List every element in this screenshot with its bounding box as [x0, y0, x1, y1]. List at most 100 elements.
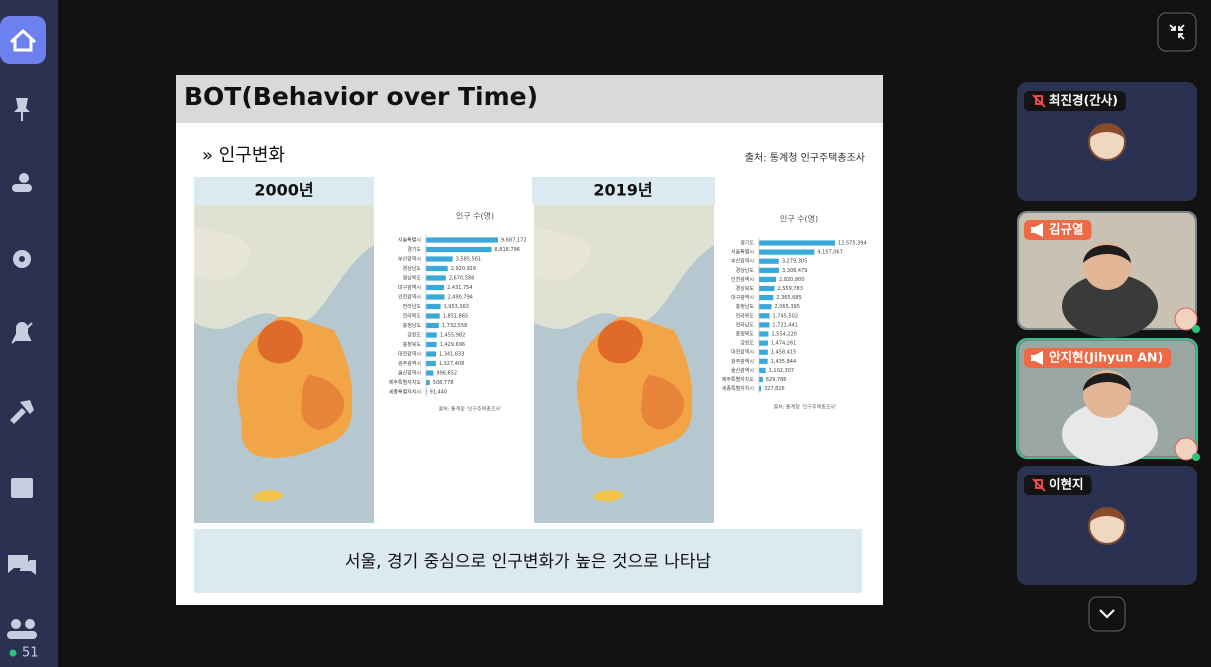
avatar-badge — [1174, 307, 1198, 331]
value-label: 1,554,220 — [771, 332, 796, 338]
year-header — [532, 177, 715, 205]
bar — [759, 304, 772, 310]
region-label: 부산광역시 — [731, 258, 754, 265]
speaking-icon — [1031, 223, 1043, 237]
region-label: 제주특별자치도 — [389, 379, 422, 386]
video-hair — [1083, 245, 1131, 263]
value-label: 629,786 — [766, 377, 787, 383]
value-label: 1,732,558 — [442, 323, 467, 329]
bar — [759, 331, 769, 337]
value-label: 1,455,982 — [440, 333, 465, 339]
value-label: 508,778 — [433, 380, 454, 386]
value-label: 996,652 — [436, 371, 457, 377]
region-label: 부산광역시 — [398, 256, 421, 263]
value-label: 3,279,305 — [782, 259, 807, 265]
value-label: 9,157,067 — [817, 250, 842, 256]
bar — [426, 389, 427, 395]
bar — [759, 340, 768, 346]
region-label: 광주광역시 — [731, 358, 754, 365]
year-header — [194, 177, 374, 205]
bar — [426, 256, 453, 262]
online-dot — [9, 649, 17, 657]
tool-icon[interactable] — [10, 400, 34, 424]
value-label: 1,435,844 — [771, 359, 796, 365]
scroll-down-button[interactable] — [1088, 596, 1126, 632]
region-label: 경기도 — [407, 246, 421, 253]
region-label: 충청남도 — [736, 303, 755, 310]
chart-title: 인구 수(명) — [780, 214, 818, 224]
value-label: 1,721,441 — [772, 322, 797, 328]
region-label: 경상북도 — [403, 275, 422, 282]
bar — [426, 237, 498, 243]
video-person — [1062, 274, 1158, 338]
bar — [426, 294, 445, 300]
video-person — [1062, 402, 1158, 466]
value-label: 327,826 — [764, 386, 785, 392]
caption-box — [194, 529, 862, 593]
bar — [759, 367, 766, 373]
region-label: 전라북도 — [403, 313, 422, 320]
region-label: 대전광역시 — [731, 349, 754, 356]
region-label: 서울특별시 — [398, 237, 421, 244]
chart-title: 인구 수(명) — [456, 211, 494, 221]
name-tag — [1024, 348, 1172, 368]
users-icon[interactable] — [11, 619, 21, 629]
bar — [759, 240, 835, 246]
avatar-hair — [1090, 508, 1124, 522]
value-label: 1,429,696 — [440, 342, 465, 348]
name-tag — [1024, 91, 1126, 111]
slide-source: 출처: 통계청 인구주택총조사 — [745, 152, 865, 164]
region-label: 세종특별자치시 — [722, 385, 754, 392]
participant-name: 안지현(Jihyun AN) — [1049, 350, 1163, 365]
value-label: 1,953,363 — [444, 304, 469, 310]
bar — [759, 313, 770, 319]
chat-icon[interactable] — [8, 555, 36, 575]
bar — [426, 275, 446, 281]
value-label: 91,440 — [430, 390, 448, 396]
bar — [759, 386, 761, 392]
notify-icon[interactable] — [11, 322, 33, 344]
region-label: 제주특별자치도 — [722, 376, 755, 383]
home-icon — [9, 28, 37, 52]
muted-icon — [1032, 94, 1046, 108]
value-label: 1,474,261 — [771, 341, 796, 347]
value-label: 1,458,415 — [771, 350, 796, 356]
bar — [759, 349, 768, 355]
calendar-icon[interactable] — [11, 478, 33, 498]
participant-name: 최진경(간사) — [1049, 93, 1118, 108]
bar — [426, 246, 492, 253]
region-label: 전라남도 — [403, 303, 422, 310]
chart-source: 출처: 통계청 '인구주택총조사' — [774, 404, 837, 411]
online-count: 51 — [22, 646, 39, 661]
value-label: 12,575,394 — [838, 241, 867, 247]
bar — [759, 249, 815, 255]
value-label: 2,490,794 — [448, 295, 473, 301]
muted-icon — [1032, 478, 1046, 492]
chart-source: 출처: 통계청 '인구주택총조사' — [439, 406, 502, 413]
home-button[interactable] — [0, 16, 46, 64]
chevron-icon — [1099, 609, 1115, 619]
people-icon[interactable] — [19, 173, 29, 183]
value-label: 1,745,502 — [773, 313, 798, 319]
minimize-button[interactable] — [1157, 12, 1197, 52]
region-label: 광주광역시 — [398, 360, 421, 367]
value-label: 3,585,561 — [456, 257, 481, 263]
region-label: 전라남도 — [736, 321, 755, 328]
slide-title: BOT(Behavior over Time) — [184, 82, 538, 111]
bar — [759, 376, 763, 383]
bar — [759, 285, 775, 292]
bar — [426, 351, 436, 357]
map-image — [534, 205, 714, 523]
bar — [426, 370, 434, 376]
region-label: 대구광역시 — [731, 294, 754, 301]
year-label: 2000년 — [254, 181, 313, 200]
region-label: 울산광역시 — [731, 367, 754, 374]
pin-icon[interactable] — [14, 98, 30, 121]
value-label: 2,431,754 — [447, 285, 472, 291]
bar — [426, 379, 430, 386]
avatar-badge — [1174, 437, 1198, 461]
region-label: 경기도 — [740, 240, 754, 247]
